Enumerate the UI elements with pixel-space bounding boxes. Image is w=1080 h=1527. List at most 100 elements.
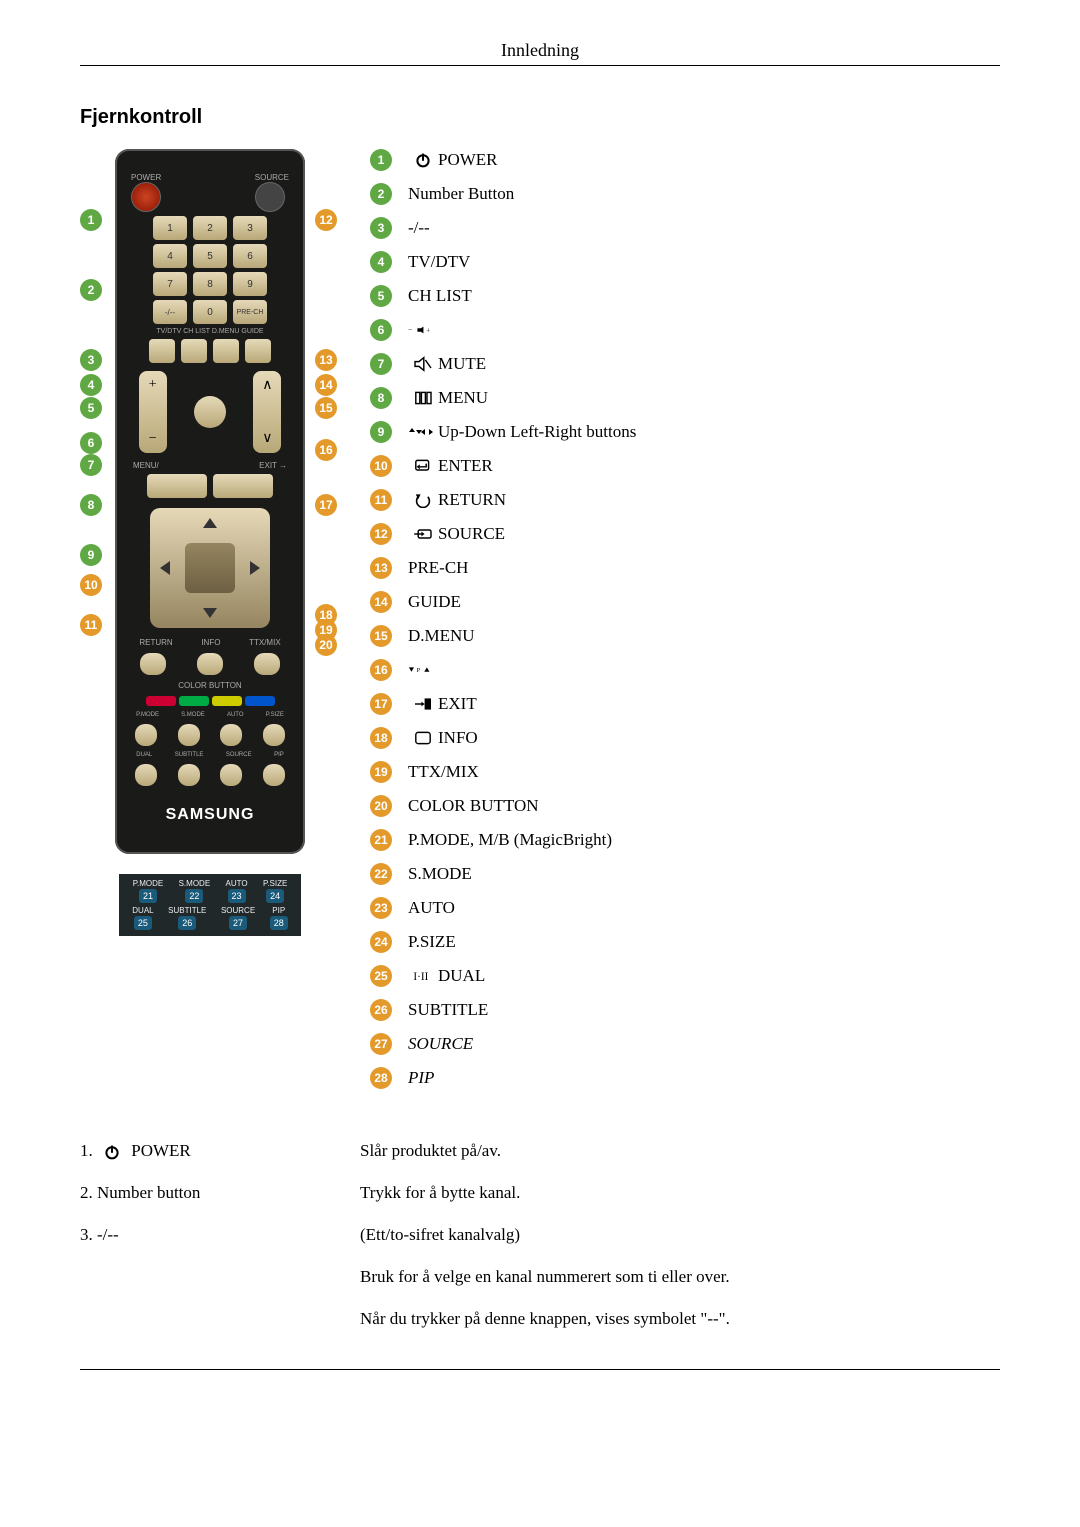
callout-number: 4 <box>80 374 102 396</box>
legend: 1POWER2Number Button3-/--4TV/DTV5CH LIST… <box>370 149 1000 1101</box>
legend-label: Number Button <box>408 184 514 204</box>
legend-number: 14 <box>370 591 392 613</box>
legend-number: 28 <box>370 1067 392 1089</box>
power-button <box>131 182 161 212</box>
description-text: (Ett/to-sifret kanalvalg) <box>360 1225 1000 1245</box>
row-labels: TV/DTV CH LIST D.MENU GUIDE <box>125 328 295 335</box>
enter-icon <box>408 458 438 474</box>
remote-body: POWER SOURCE 123 456 789 -/--0PRE-CH TV/… <box>115 149 305 854</box>
legend-number: 19 <box>370 761 392 783</box>
description-row: 1. POWERSlår produktet på/av. <box>80 1141 1000 1161</box>
legend-item: 1POWER <box>370 149 1000 171</box>
section-title: Fjernkontroll <box>80 106 1000 129</box>
legend-label: AUTO <box>408 898 455 918</box>
callout-number: 11 <box>80 614 102 636</box>
legend-number: 26 <box>370 999 392 1021</box>
legend-number: 15 <box>370 625 392 647</box>
legend-item: 17 EXIT <box>370 693 1000 715</box>
label-block: P.MODE21S.MODE22AUTO23P.SIZE24 DUAL25SUB… <box>119 874 301 936</box>
channel-rocker: ∧∨ <box>253 371 281 453</box>
mute-icon <box>408 356 438 372</box>
legend-item: 20 COLOR BUTTON <box>370 795 1000 817</box>
chrk-icon: P <box>408 662 438 678</box>
description-row: Når du trykker på denne knappen, vises s… <box>80 1309 1000 1329</box>
label-block-cell: PIP28 <box>270 907 288 930</box>
legend-item: 3-/-- <box>370 217 1000 239</box>
legend-number: 9 <box>370 421 392 443</box>
legend-label: RETURN <box>438 490 506 510</box>
legend-label: -/-- <box>408 218 430 238</box>
legend-number: 7 <box>370 353 392 375</box>
legend-number: 16 <box>370 659 392 681</box>
legend-label: TV/DTV <box>408 252 470 272</box>
callout-number: 3 <box>80 349 102 371</box>
callout-number: 7 <box>80 454 102 476</box>
legend-number: 10 <box>370 455 392 477</box>
callout-number: 10 <box>80 574 102 596</box>
legend-number: 23 <box>370 897 392 919</box>
legend-item: 21P.MODE, M/B (MagicBright) <box>370 829 1000 851</box>
legend-number: 6 <box>370 319 392 341</box>
legend-label: MENU <box>438 388 488 408</box>
description-label: 2. Number button <box>80 1183 360 1203</box>
description-text: Trykk for å bytte kanal. <box>360 1183 1000 1203</box>
legend-label: INFO <box>438 728 478 748</box>
legend-item: 14 GUIDE <box>370 591 1000 613</box>
legend-item: 8 MENU <box>370 387 1000 409</box>
legend-number: 13 <box>370 557 392 579</box>
legend-item: 26SUBTITLE <box>370 999 1000 1021</box>
svg-text:P: P <box>417 667 421 674</box>
legend-label: D.MENU <box>408 626 475 646</box>
legend-number: 12 <box>370 523 392 545</box>
legend-item: 5CH LIST <box>370 285 1000 307</box>
legend-label: PRE-CH <box>408 558 468 578</box>
legend-number: 21 <box>370 829 392 851</box>
source-label: SOURCE <box>255 173 289 182</box>
power-label: POWER <box>131 173 161 182</box>
callout-number: 14 <box>315 374 337 396</box>
description-label: 3. -/-- <box>80 1225 360 1245</box>
legend-number: 1 <box>370 149 392 171</box>
legend-label: EXIT <box>438 694 477 714</box>
legend-item: 24P.SIZE <box>370 931 1000 953</box>
label-block-cell: S.MODE22 <box>179 880 211 903</box>
callout-number: 8 <box>80 494 102 516</box>
volrk-icon: −+ <box>408 322 438 338</box>
legend-item: 6−+ <box>370 319 1000 341</box>
power-icon <box>97 1144 127 1160</box>
description-row: Bruk for å velge en kanal nummerert som … <box>80 1267 1000 1287</box>
callout-number: 20 <box>315 634 337 656</box>
legend-number: 20 <box>370 795 392 817</box>
legend-label: GUIDE <box>408 592 461 612</box>
legend-number: 18 <box>370 727 392 749</box>
legend-number: 27 <box>370 1033 392 1055</box>
svg-text:−: − <box>408 326 412 335</box>
mute-button <box>194 396 226 428</box>
footer-rule <box>80 1369 1000 1370</box>
legend-number: 8 <box>370 387 392 409</box>
svg-text:+: + <box>426 326 430 335</box>
legend-item: 13 PRE-CH <box>370 557 1000 579</box>
label-block-cell: P.SIZE24 <box>263 880 287 903</box>
legend-item: 12SOURCE <box>370 523 1000 545</box>
legend-number: 4 <box>370 251 392 273</box>
label-block-cell: SUBTITLE26 <box>168 907 206 930</box>
legend-item: 7MUTE <box>370 353 1000 375</box>
legend-item: 25I·IIDUAL <box>370 965 1000 987</box>
label-block-cell: SOURCE27 <box>221 907 255 930</box>
description-label: 1. POWER <box>80 1141 360 1161</box>
legend-label: Up-Down Left-Right buttons <box>438 422 636 442</box>
description-table: 1. POWERSlår produktet på/av. 2. Number b… <box>80 1141 1000 1329</box>
callout-number: 1 <box>80 209 102 231</box>
menu-icon <box>408 390 438 406</box>
legend-number: 17 <box>370 693 392 715</box>
callout-number: 17 <box>315 494 337 516</box>
legend-item: 15 D.MENU <box>370 625 1000 647</box>
callout-number: 9 <box>80 544 102 566</box>
legend-label: P.SIZE <box>408 932 456 952</box>
legend-label: DUAL <box>438 966 485 986</box>
description-text: Slår produktet på/av. <box>360 1141 1000 1161</box>
legend-label: COLOR BUTTON <box>408 796 539 816</box>
legend-item: 4 TV/DTV <box>370 251 1000 273</box>
label-block-cell: P.MODE21 <box>133 880 164 903</box>
